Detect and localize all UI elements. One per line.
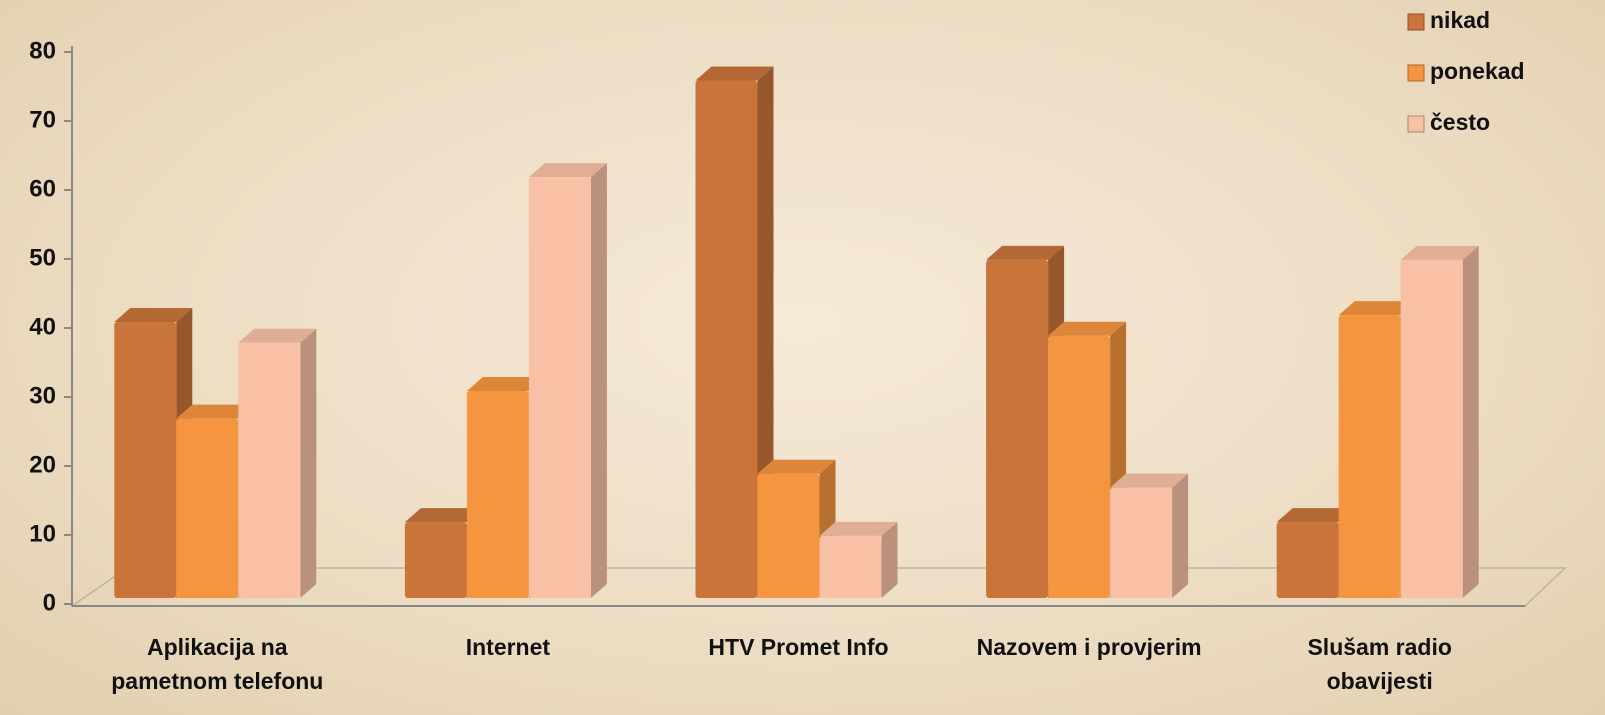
y-tick-label: 0 xyxy=(43,589,56,616)
y-tick-label: 70 xyxy=(29,106,56,133)
bar xyxy=(757,459,836,598)
bar-side xyxy=(881,521,898,598)
bar-top xyxy=(1048,321,1127,336)
bar-front xyxy=(1276,522,1339,598)
x-tick-label: Aplikacija na pametnom telefonu xyxy=(111,634,324,694)
bar-front xyxy=(695,80,758,598)
bar-top xyxy=(757,459,836,474)
bar-front xyxy=(528,177,591,598)
bar-top xyxy=(986,245,1065,260)
bar-front xyxy=(819,535,882,598)
bar-top xyxy=(466,377,545,391)
bar xyxy=(528,163,607,598)
x-tick-label: Slušam radio obavijesti xyxy=(1307,634,1452,694)
y-tick-label: 20 xyxy=(29,451,56,478)
y-tick-label: 50 xyxy=(29,244,56,271)
bar-top xyxy=(238,328,317,343)
y-tick-label: 40 xyxy=(29,313,56,340)
legend-label: ponekad xyxy=(1430,58,1525,84)
bar-top xyxy=(1110,473,1189,488)
bar-front xyxy=(1048,335,1111,598)
bar-front xyxy=(466,391,529,598)
bar-front xyxy=(1338,315,1401,598)
bar-front xyxy=(404,522,467,598)
bar-top xyxy=(819,521,898,536)
bar-top xyxy=(404,508,483,523)
legend-label: nikad xyxy=(1430,7,1490,33)
bar-front xyxy=(114,322,177,598)
x-tick-label: HTV Promet Info xyxy=(708,634,889,660)
bar-top xyxy=(176,404,255,419)
bar-front xyxy=(986,259,1049,598)
y-tick-label: 60 xyxy=(29,175,56,202)
x-tick-label: Nazovem i provjerim xyxy=(976,634,1202,660)
y-tick-label: 10 xyxy=(29,520,56,547)
bar-top xyxy=(114,308,193,322)
bar-side xyxy=(300,328,317,598)
bar-front xyxy=(1110,487,1173,598)
bar xyxy=(1400,245,1479,598)
bar-top xyxy=(695,66,774,81)
legend-swatch xyxy=(1407,13,1425,31)
bar-top xyxy=(1400,245,1479,260)
bar xyxy=(238,328,317,598)
bar xyxy=(1110,473,1189,598)
bar-top xyxy=(1338,301,1417,316)
bar-side xyxy=(590,163,607,598)
bar-front xyxy=(238,342,301,598)
bar-top xyxy=(1276,508,1355,523)
legend-swatch xyxy=(1407,115,1425,133)
legend-label: često xyxy=(1430,109,1490,135)
legend-swatch xyxy=(1407,64,1425,82)
y-tick-label: 30 xyxy=(29,382,56,409)
bar-top xyxy=(528,163,607,178)
bar-front xyxy=(757,473,820,598)
bar-side xyxy=(1462,245,1479,598)
x-tick-label: Internet xyxy=(465,634,551,660)
bar-side xyxy=(1172,473,1189,598)
y-tick-label: 80 xyxy=(29,37,56,64)
bar-front xyxy=(1400,259,1463,598)
bar-front xyxy=(176,418,239,598)
bar xyxy=(1048,321,1127,598)
bar xyxy=(819,521,898,598)
